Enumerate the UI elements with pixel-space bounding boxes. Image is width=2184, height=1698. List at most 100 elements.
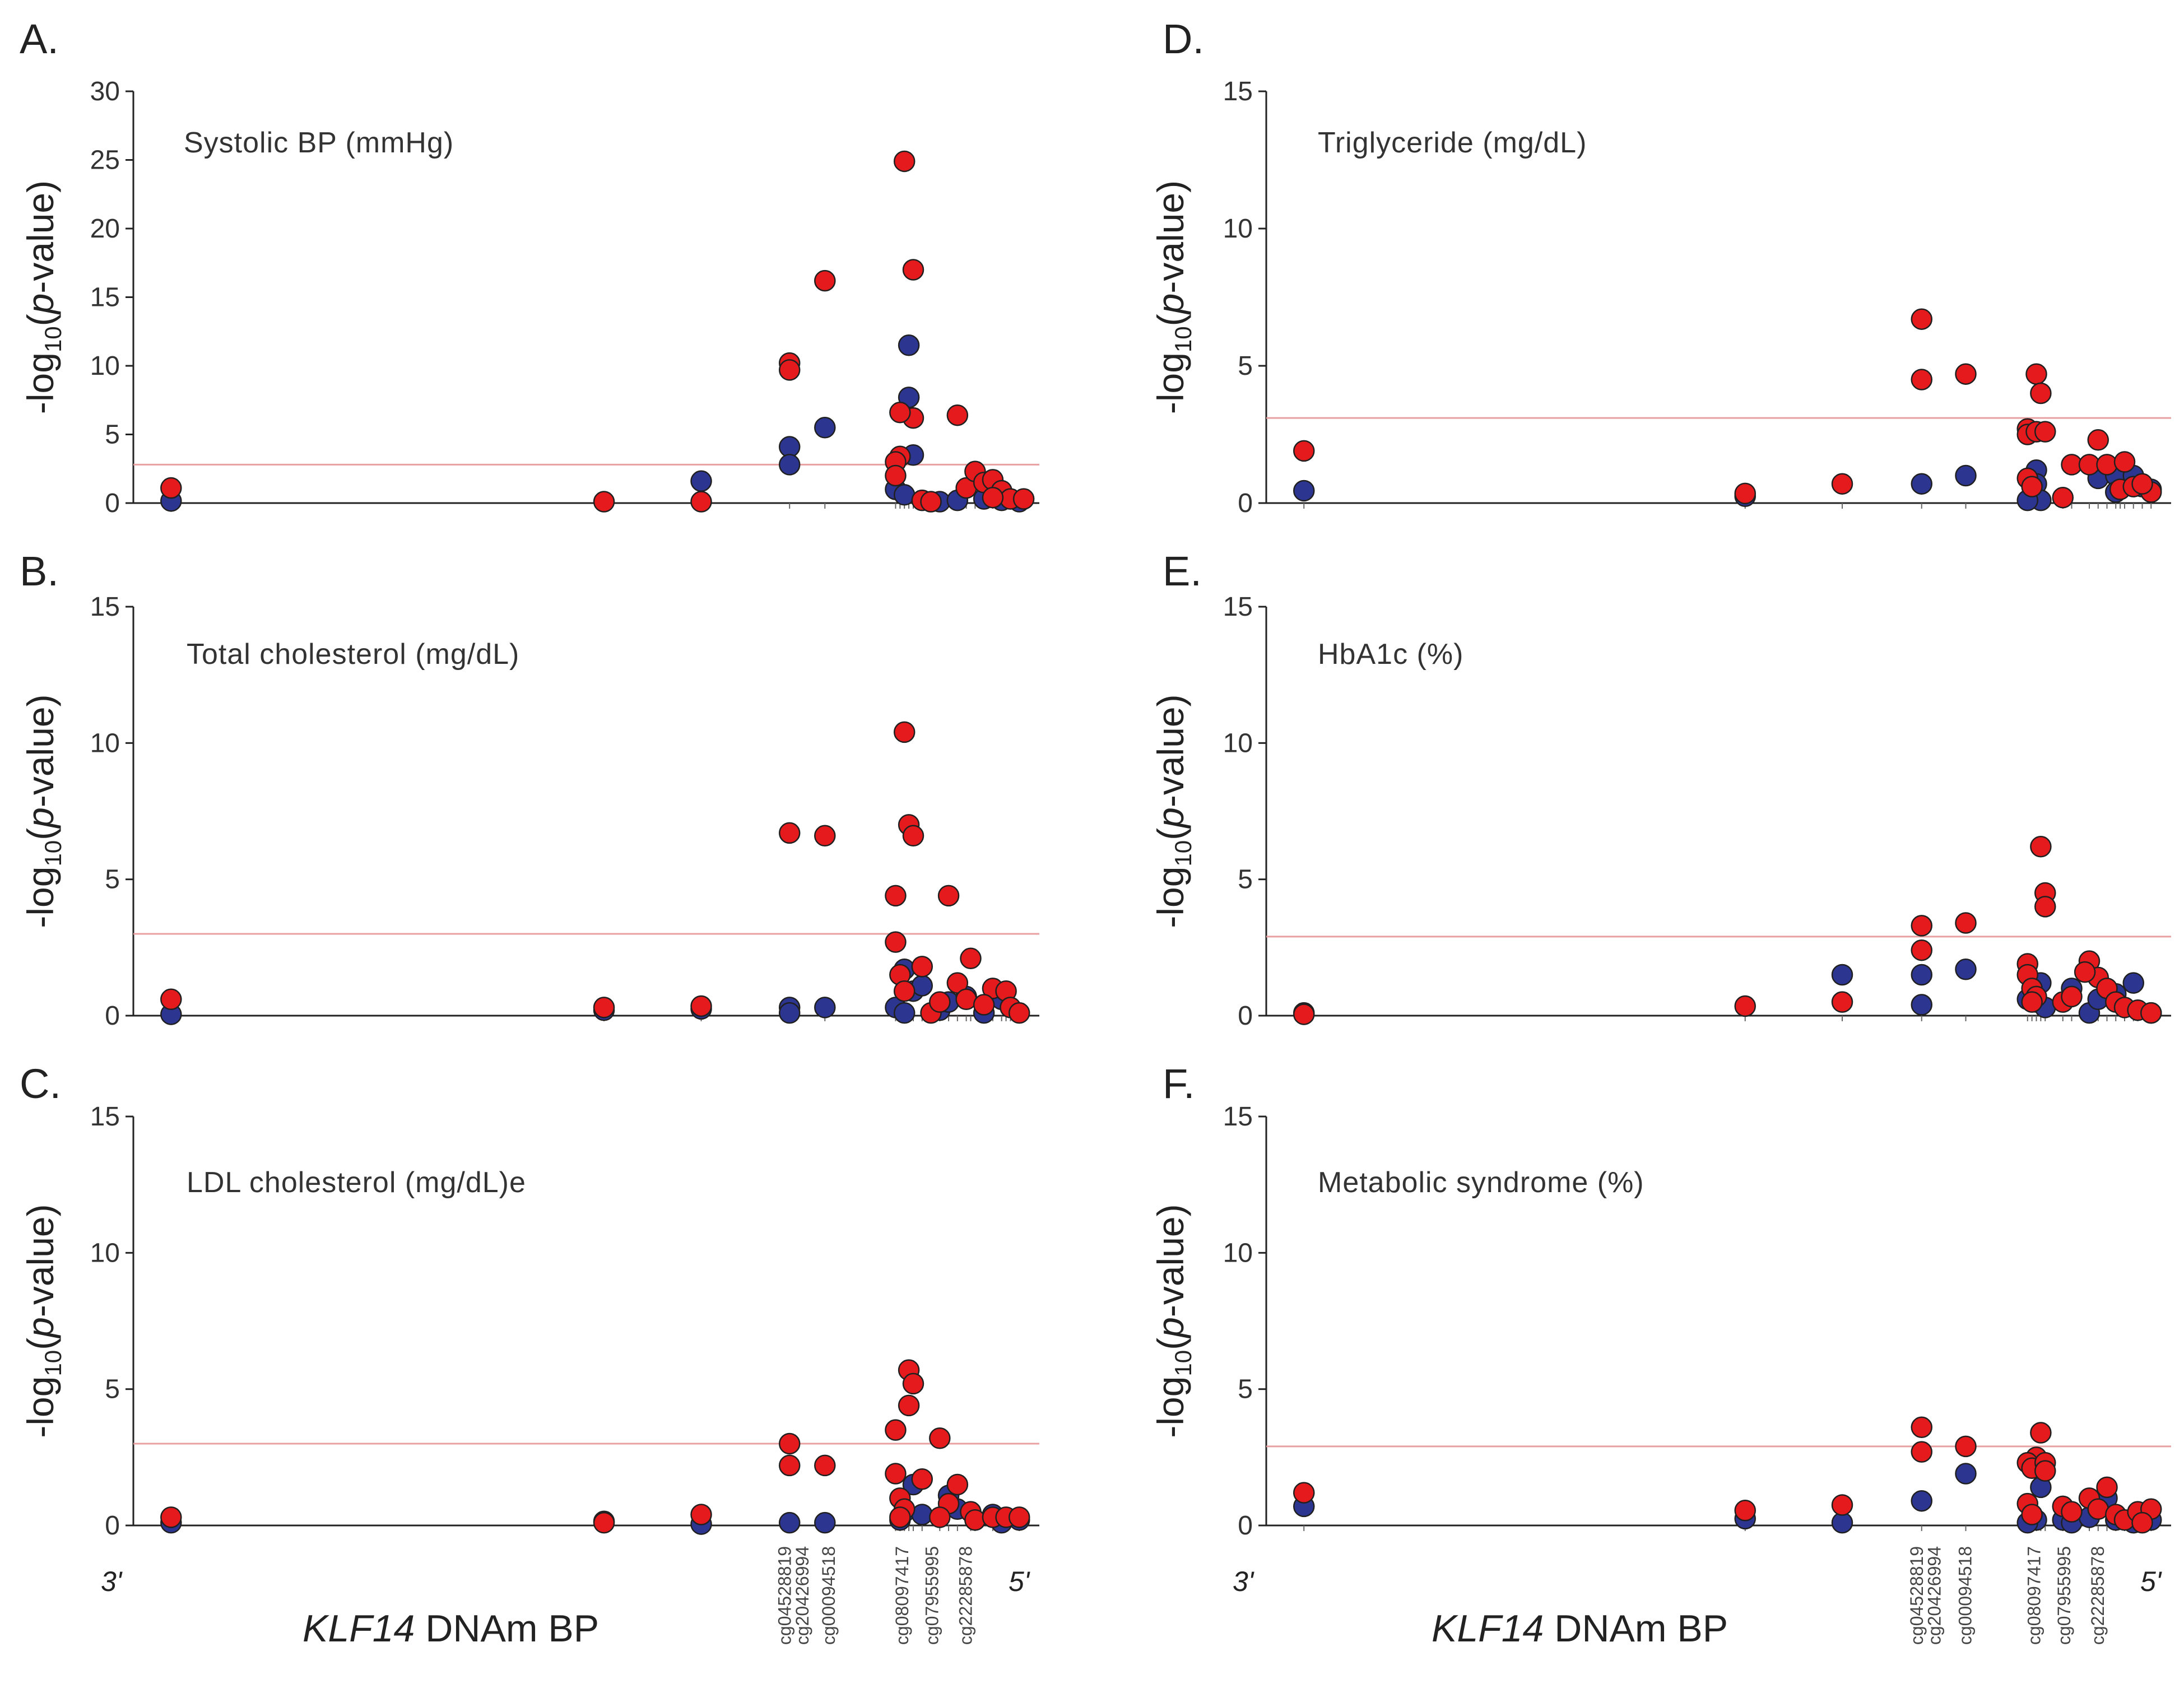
data-point-red (1911, 1416, 1932, 1439)
data-point-red (1911, 915, 1932, 937)
y-tick-label: 10 (1223, 728, 1253, 758)
data-point-blue (778, 1511, 801, 1534)
data-point-red (893, 980, 916, 1002)
y-label-log: -log (20, 1376, 61, 1438)
data-point-blue (1911, 964, 1932, 986)
data-point-red (911, 1468, 933, 1490)
plot-title: Triglyceride (mg/dL) (1318, 127, 1587, 159)
x-axis-label-left: KLF14 DNAm BP (303, 1607, 599, 1650)
data-point-red (911, 956, 933, 978)
y-axis-label: -log10(p-value) (1150, 1204, 1196, 1438)
y-label-open: ( (1150, 1338, 1191, 1350)
probe-label: cg22285878 (956, 1546, 976, 1645)
data-point-red (982, 486, 1004, 509)
data-point-red (960, 947, 982, 970)
y-label-p: p (1150, 807, 1191, 829)
y-label-subscript: 10 (40, 1350, 66, 1376)
data-point-red (885, 931, 907, 953)
data-point-red (1734, 995, 1756, 1017)
data-point-blue (778, 436, 801, 458)
data-point-red (2025, 363, 2047, 385)
data-point-red (814, 269, 836, 292)
probe-label: cg08097417 (892, 1546, 912, 1645)
data-point-red (2140, 1002, 2162, 1024)
data-point-red (160, 1506, 182, 1528)
data-point-red (885, 1419, 907, 1441)
y-tick-label: 5 (105, 1375, 120, 1404)
data-point-blue (1955, 1463, 1977, 1485)
data-point-red (593, 491, 615, 513)
panel-letter: B. (20, 548, 59, 594)
y-tick-label: 0 (1238, 1001, 1253, 1031)
y-label-log: -log (1150, 352, 1191, 414)
y-tick-label: 0 (1238, 1511, 1253, 1541)
data-point-red (2052, 486, 2074, 509)
data-point-red (2030, 836, 2052, 858)
y-axis-label: -log10(p-value) (1150, 694, 1196, 928)
data-point-red (2131, 473, 2153, 495)
y-label-p: p (20, 1317, 61, 1339)
data-point-red (920, 491, 942, 513)
data-point-red (1911, 1441, 1932, 1463)
data-point-red (690, 491, 712, 513)
data-point-red (885, 885, 907, 907)
data-point-red (1831, 473, 1853, 495)
y-tick-label: 10 (1223, 1238, 1253, 1268)
y-label-subscript: 10 (1170, 326, 1196, 352)
plot-title: HbA1c (%) (1318, 638, 1463, 671)
y-tick-label: 0 (105, 1511, 120, 1541)
y-label-log: -log (20, 867, 61, 928)
data-point-red (2021, 991, 2043, 1013)
y-tick-label: 15 (90, 283, 120, 313)
data-point-red (889, 1506, 911, 1528)
data-point-blue (1911, 994, 1932, 1016)
data-point-red (929, 991, 951, 1013)
y-label-open: ( (1150, 828, 1191, 840)
y-tick-label: 10 (90, 1238, 120, 1268)
data-point-red (1734, 482, 1756, 505)
y-tick-label: 15 (90, 592, 120, 622)
probe-label: cg22285878 (2088, 1546, 2108, 1645)
y-label-log: -log (20, 352, 61, 414)
y-axis-label: -log10(p-value) (20, 180, 66, 414)
y-axis-label: -log10(p-value) (20, 694, 66, 928)
gene-name: KLF14 (1432, 1607, 1544, 1650)
y-tick-label: 0 (1238, 489, 1253, 518)
y-tick-label: 15 (1223, 592, 1253, 622)
data-point-blue (1955, 464, 1977, 487)
y-tick-label: 0 (105, 489, 120, 518)
data-point-red (814, 1454, 836, 1477)
data-point-red (814, 825, 836, 847)
data-point-blue (814, 1511, 836, 1534)
data-point-blue (1293, 480, 1315, 502)
y-tick-label: 20 (90, 214, 120, 244)
data-point-blue (778, 1002, 801, 1024)
data-point-red (885, 1463, 907, 1485)
data-point-red (1831, 1494, 1853, 1516)
panel-letter: F. (1163, 1060, 1195, 1107)
y-label-value: -value) (20, 1204, 61, 1317)
data-point-red (1734, 1499, 1756, 1522)
y-tick-label: 5 (1238, 865, 1253, 895)
y-tick-label: 25 (90, 146, 120, 175)
data-point-red (1911, 369, 1932, 390)
plot-title: Metabolic syndrome (%) (1318, 1166, 1644, 1199)
y-tick-label: 15 (1223, 77, 1253, 106)
data-point-red (778, 822, 801, 844)
probe-label: cg07955995 (2054, 1546, 2074, 1645)
y-label-value: -value) (1150, 180, 1191, 294)
x-axis-label-right: KLF14 DNAm BP (1432, 1607, 1728, 1650)
data-point-red (1293, 1482, 1315, 1504)
data-point-red (1831, 991, 1853, 1013)
y-label-open: ( (20, 828, 61, 840)
y-label-subscript: 10 (40, 326, 66, 352)
y-tick-label: 15 (90, 1102, 120, 1132)
data-point-red (1293, 440, 1315, 462)
data-point-red (946, 404, 969, 426)
data-point-red (898, 1394, 920, 1417)
